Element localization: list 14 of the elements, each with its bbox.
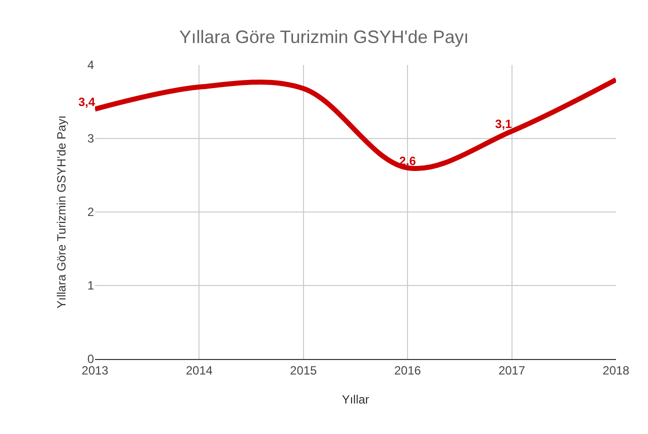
y-tick-label: 3	[87, 132, 94, 146]
x-tick-label: 2018	[602, 363, 630, 378]
x-tick-label: 2017	[498, 363, 526, 378]
y-tick-label: 2	[87, 205, 94, 220]
y-tick-label: 4	[87, 58, 94, 72]
chart-title: Yıllara Göre Turizmin GSYH'de Payı	[179, 26, 469, 47]
x-tick-label: 2016	[394, 363, 422, 378]
x-axis-title: Yıllar	[342, 392, 370, 406]
data-label: 3,1	[495, 117, 512, 132]
y-axis-title: Yıllara Göre Turizmin GSYH'de Payı	[54, 115, 69, 309]
x-tick-label: 2014	[186, 363, 213, 378]
x-tick-label: 2015	[290, 363, 318, 378]
data-label: 3,4	[78, 95, 96, 110]
y-tick-label: 1	[87, 278, 94, 293]
